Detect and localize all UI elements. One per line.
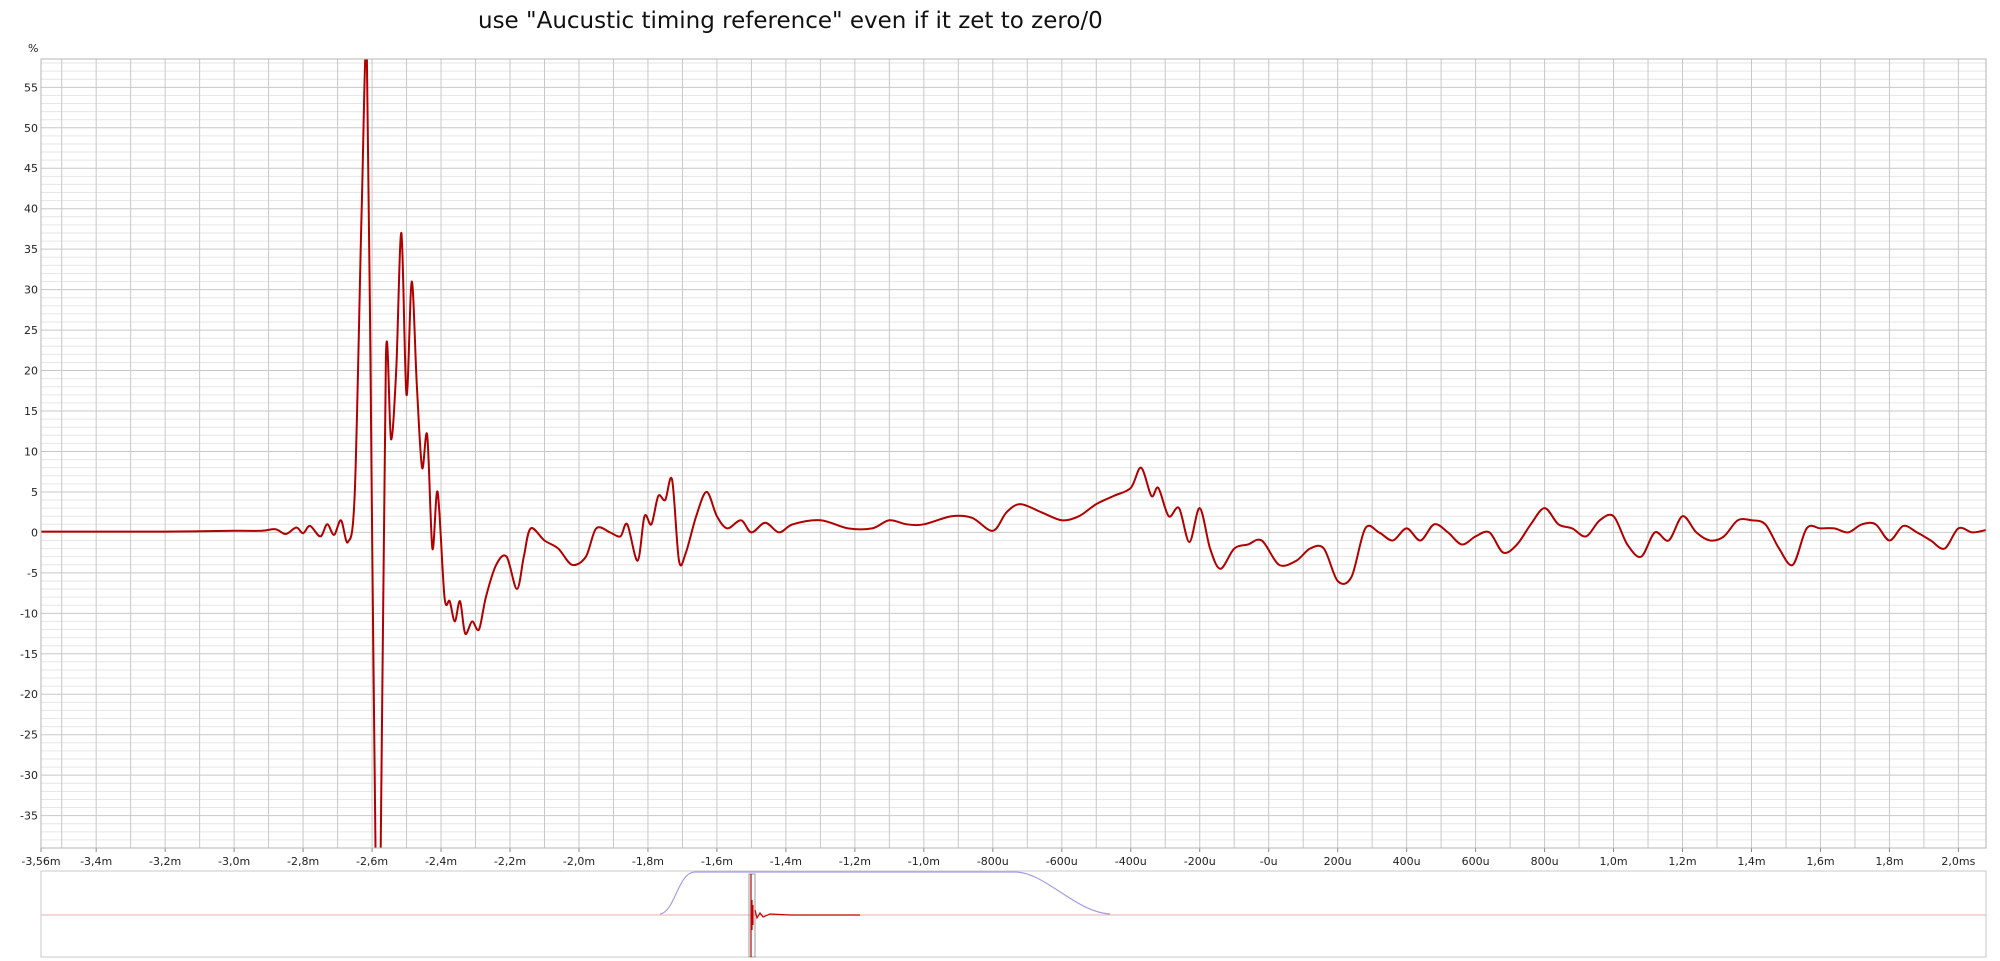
x-tick-label: 200u [1324, 855, 1352, 868]
y-tick-label: -25 [20, 729, 38, 742]
y-tick-label: 5 [31, 486, 38, 499]
y-tick-label: 15 [24, 405, 38, 418]
x-tick-label: 800u [1531, 855, 1559, 868]
x-tick-label: -1,2m [839, 855, 871, 868]
x-tick-label: 1,8m [1875, 855, 1903, 868]
x-tick-label: 1,6m [1806, 855, 1834, 868]
x-tick-label: -400u [1115, 855, 1147, 868]
plot-grid [41, 59, 1986, 848]
x-tick-label: -1,6m [701, 855, 733, 868]
y-tick-label: 45 [24, 162, 38, 175]
y-tick-label: -15 [20, 648, 38, 661]
x-tick-label: 1,0m [1599, 855, 1627, 868]
y-tick-label: -10 [20, 607, 38, 620]
y-tick-label: -20 [20, 688, 38, 701]
plot-frame [40, 58, 1987, 849]
x-tick-label: -2,2m [494, 855, 526, 868]
x-tick-label: -2,4m [425, 855, 457, 868]
x-tick-label: 1,2m [1668, 855, 1696, 868]
y-tick-label: 10 [24, 445, 38, 458]
x-tick-label: -3,56m [21, 855, 60, 868]
x-tick-label: -2,8m [287, 855, 319, 868]
chart-title: use "Aucustic timing reference" even if … [478, 8, 1103, 34]
y-tick-label: 35 [24, 243, 38, 256]
x-tick-label: -800u [977, 855, 1009, 868]
x-tick-label: -3,2m [149, 855, 181, 868]
x-tick-label: -3,0m [218, 855, 250, 868]
x-tick-label: -600u [1046, 855, 1078, 868]
overview-frame [40, 870, 1987, 958]
y-tick-label: 25 [24, 324, 38, 337]
x-tick-label: -1,8m [632, 855, 664, 868]
series-line [41, 59, 1986, 848]
x-tick-label: -200u [1184, 855, 1216, 868]
y-tick-label: -30 [20, 769, 38, 782]
x-tick-label: 1,4m [1737, 855, 1765, 868]
overview-waveform [750, 874, 860, 957]
y-tick-label: 50 [24, 122, 38, 135]
y-axis: 5550454035302520151050-5-10-15-20-25-30-… [20, 81, 38, 822]
series-layer [41, 59, 1986, 848]
x-tick-label: 400u [1393, 855, 1421, 868]
overview-cursor-handle[interactable] [748, 873, 756, 958]
x-tick-label: -3,4m [80, 855, 112, 868]
x-axis: -3,56m -3,4m -3,2m -3,0m -2,8m -2,6m -2,4m -2,2… [21, 848, 1976, 868]
x-tick-label: -1,4m [770, 855, 802, 868]
y-tick-label: -35 [20, 810, 38, 823]
y-tick-label: -5 [27, 567, 38, 580]
y-axis-label: % [28, 42, 38, 55]
x-tick-label: -1,0m [908, 855, 940, 868]
y-tick-label: 30 [24, 284, 38, 297]
x-tick-label: 600u [1462, 855, 1490, 868]
x-tick-label: 2,0ms [1941, 855, 1975, 868]
x-tick-label: -0u [1260, 855, 1278, 868]
x-tick-label: -2,0m [563, 855, 595, 868]
overview-window-curve [659, 871, 1111, 915]
y-tick-label: 0 [31, 526, 38, 539]
y-tick-label: 55 [24, 81, 38, 94]
overview-strip[interactable] [40, 870, 1987, 958]
x-tick-label: -2,6m [356, 855, 388, 868]
y-tick-label: 20 [24, 365, 38, 378]
y-tick-label: 40 [24, 203, 38, 216]
